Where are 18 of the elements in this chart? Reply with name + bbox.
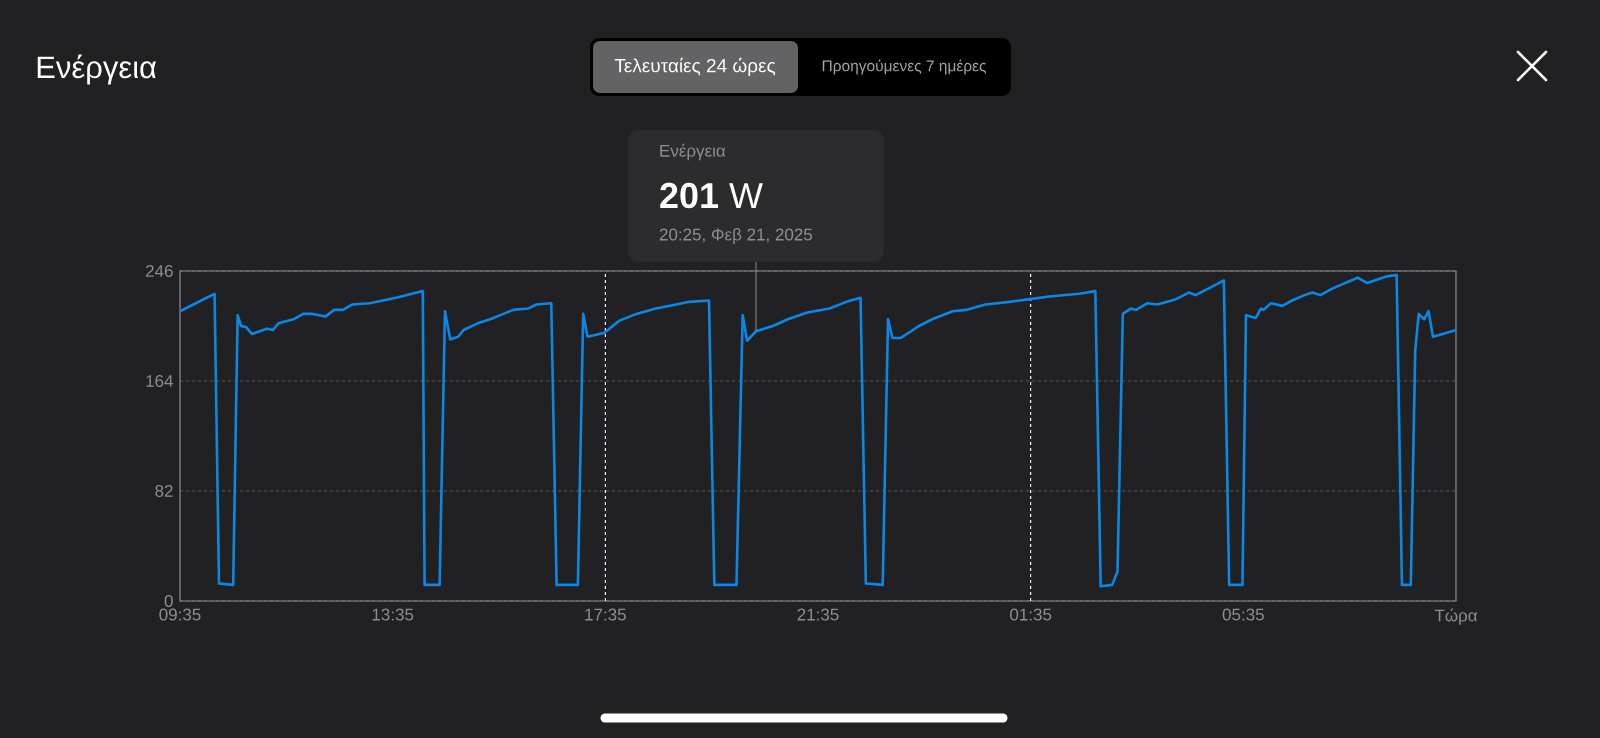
x-tick-label: 21:35 xyxy=(797,608,839,621)
x-tick-label: 05:35 xyxy=(1222,608,1264,621)
text: Τελευταίες 24 ώρες xyxy=(614,57,776,77)
chart-title: Ενέργεια xyxy=(37,54,157,85)
y-tick-label: 246 xyxy=(145,264,173,278)
text: Προηγούμενες 7 ημέρες xyxy=(822,59,986,75)
y-tick-label: 164 xyxy=(146,374,173,388)
y-tick-label: 0 xyxy=(164,594,173,608)
line-series xyxy=(180,273,1456,588)
x-tick-label: Τώρα xyxy=(1434,608,1478,625)
annotation: 20:25, Φεβ 21, 2025 xyxy=(659,228,813,244)
x-tick-label: 17:35 xyxy=(585,608,626,621)
text: 201 W xyxy=(660,182,763,209)
text: Ενέργεια xyxy=(660,143,726,161)
x-tick-label: 13:35 xyxy=(372,608,414,621)
x-tick-label: 01:35 xyxy=(1010,608,1052,621)
x-tick-label: 09:35 xyxy=(159,608,201,621)
y-tick-label: 82 xyxy=(155,484,173,498)
